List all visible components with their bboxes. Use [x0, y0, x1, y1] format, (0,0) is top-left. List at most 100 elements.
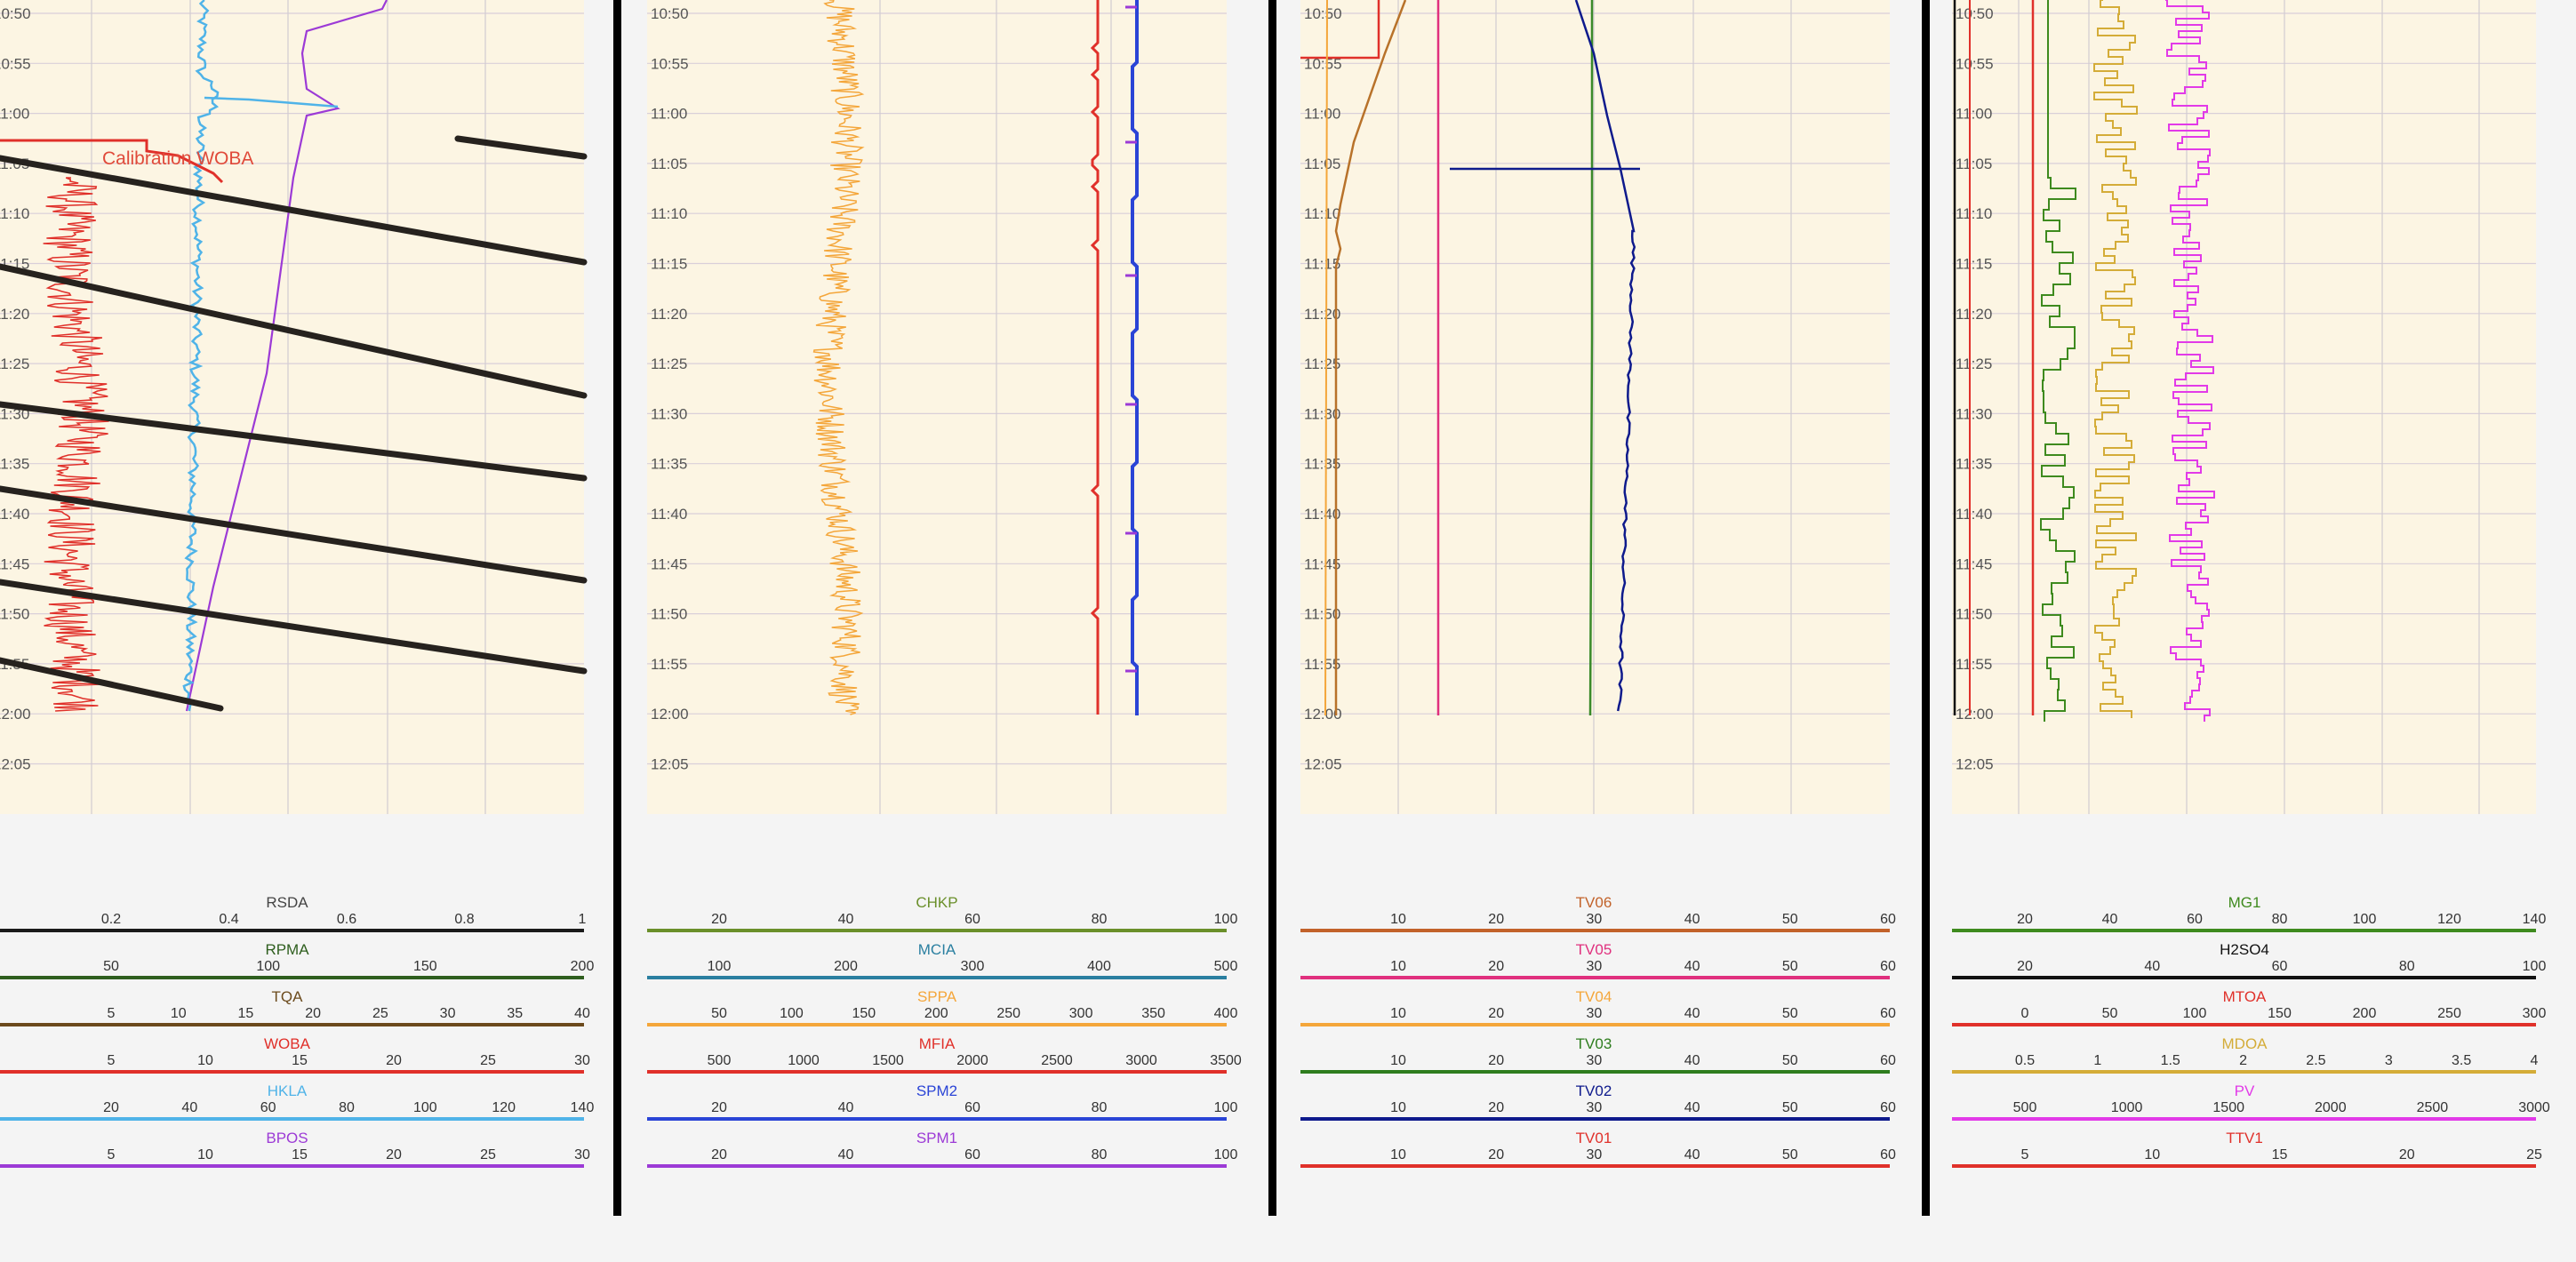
scale-name: HKLA	[268, 1082, 308, 1099]
time-tick-label: 11:05	[651, 156, 687, 172]
scale-tick-label: 60	[1880, 1147, 1896, 1162]
panel-divider-3[interactable]	[1922, 0, 1930, 1216]
scale-name: H2SO4	[2220, 941, 2269, 958]
scale-tick-label: 60	[1880, 1006, 1896, 1021]
scale-tick-label: 20	[2017, 959, 2033, 974]
time-tick-label: 11:25	[0, 355, 29, 372]
scale-tick-label: 50	[1782, 959, 1798, 974]
scale-tick-label: 30	[1587, 912, 1603, 927]
tv03-curve	[1588, 0, 1594, 716]
scale-spm1: SPM1 20 40 60 80 100	[647, 1130, 1237, 1168]
time-tick-label: 11:00	[0, 106, 29, 123]
time-tick-label: 11:30	[651, 405, 687, 422]
track-svg-2: 10:50 10:55 11:00 11:05 11:10 11:15 11:20 11:25…	[647, 0, 1227, 814]
scale-tick-label: 30	[1587, 959, 1603, 974]
rsda-segment	[0, 657, 224, 712]
scale-name: WOBA	[264, 1035, 311, 1052]
time-tick-label: 11:30	[1304, 405, 1340, 422]
scale-tick-label: 100	[2523, 959, 2547, 974]
scale-tick-label: 400	[1087, 959, 1111, 974]
scale-tick-label: 250	[996, 1006, 1020, 1021]
scale-tick-label: 80	[1092, 1147, 1108, 1162]
scale-tick-label: 25	[372, 1006, 388, 1021]
scale-tick-label: 15	[238, 1006, 254, 1021]
time-tick-label: 11:00	[1956, 106, 1992, 123]
scale-tick-label: 30	[574, 1053, 590, 1068]
scale-bpos: BPOS 5 10 15 20 25 30	[0, 1130, 590, 1168]
scale-tick-label: 15	[292, 1147, 308, 1162]
scale-tick-label: 50	[1782, 1147, 1798, 1162]
scale-tv03: TV03 10 20 30 40 50 60	[1300, 1035, 1896, 1074]
scale-tick-label: 200	[924, 1006, 948, 1021]
scale-tick-label: 25	[480, 1053, 496, 1068]
time-tick-label: 10:50	[1956, 5, 1994, 22]
scale-tv01: TV01 10 20 30 40 50 60	[1300, 1130, 1896, 1168]
time-tick-label: 11:20	[1956, 306, 1992, 323]
scale-tick-label: 1500	[2212, 1100, 2244, 1115]
rsda-segment	[0, 401, 588, 482]
scale-tick-label: 3000	[2518, 1100, 2550, 1115]
scale-tick-label: 10	[1390, 1147, 1406, 1162]
scale-tick-label: 40	[1684, 959, 1700, 974]
scale-name: MG1	[2228, 894, 2261, 911]
time-tick-label: 10:55	[1304, 55, 1342, 72]
rsda-segment	[0, 263, 588, 399]
scale-tick-label: 300	[1069, 1006, 1093, 1021]
time-tick-label: 12:00	[1304, 706, 1342, 723]
scale-tick-label: 100	[1214, 912, 1238, 927]
track-area-4[interactable]: 10:50 10:55 11:00 11:05 11:10 11:15 11:20 11:25…	[1952, 0, 2536, 814]
scale-tick-label: 500	[1214, 959, 1238, 974]
scale-name: RPMA	[265, 941, 309, 958]
track-area-3[interactable]: 10:50 10:55 11:00 11:05 11:10 11:15 11:20 11:25…	[1300, 0, 1890, 814]
scale-tick-label: 1	[2093, 1053, 2101, 1068]
scale-name: PV	[2235, 1082, 2255, 1099]
time-tick-label: 11:10	[0, 205, 29, 222]
scale-tick-label: 40	[1684, 912, 1700, 927]
track-area-2[interactable]: 10:50 10:55 11:00 11:05 11:10 11:15 11:20 11:25…	[647, 0, 1227, 814]
panel-divider-2[interactable]	[1268, 0, 1276, 1216]
scale-tick-label: 5	[108, 1053, 116, 1068]
scale-tick-label: 0	[2021, 1006, 2029, 1021]
scale-tick-label: 40	[1684, 1053, 1700, 1068]
time-tick-label: 12:05	[1304, 756, 1342, 773]
scale-tick-label: 40	[838, 1100, 854, 1115]
scale-name: TQA	[272, 988, 304, 1005]
time-tick-label: 12:00	[651, 706, 689, 723]
scale-tick-label: 150	[2268, 1006, 2292, 1021]
hkla-curve	[182, 0, 220, 712]
time-tick-label: 10:55	[1956, 55, 1994, 72]
scale-name: MDOA	[2222, 1035, 2268, 1052]
time-tick-label: 12:05	[0, 756, 31, 773]
scale-tick-label: 40	[838, 912, 854, 927]
scale-tick-label: 60	[1880, 1100, 1896, 1115]
scale-tick-label: 10	[2144, 1147, 2160, 1162]
scale-tick-label: 1500	[872, 1053, 904, 1068]
scale-tick-label: 40	[1684, 1006, 1700, 1021]
scale-tick-label: 300	[961, 959, 985, 974]
scale-tv05: TV05 10 20 30 40 50 60	[1300, 941, 1896, 979]
scale-tick-label: 25	[2526, 1147, 2542, 1162]
scale-tick-label: 60	[964, 912, 980, 927]
time-tick-label: 11:35	[651, 456, 687, 473]
scale-tick-label: 20	[103, 1100, 119, 1115]
scale-name: SPPA	[917, 988, 957, 1005]
scale-tick-label: 80	[2399, 959, 2415, 974]
scale-tick-label: 10	[171, 1006, 187, 1021]
scale-tick-label: 20	[711, 912, 727, 927]
time-tick-label: 10:55	[651, 55, 689, 72]
track-area-1[interactable]: 10:5010:5511:0011:0511:1011:1511:2011:25…	[0, 0, 588, 814]
bpos-curve	[185, 0, 388, 712]
scale-tick-label: 3	[2385, 1053, 2393, 1068]
sppa-curve	[812, 0, 865, 715]
time-tick-label: 11:45	[651, 555, 687, 572]
scale-tick-label: 100	[2353, 912, 2377, 927]
scale-axes-svg-3: TV06 10 20 30 40 50 60 TV05 10 20 30 40 50 60 TV04 10 20…	[1300, 894, 1896, 1168]
scale-woba: WOBA 5 10 15 20 25 30	[0, 1035, 590, 1074]
panel-divider-1[interactable]	[613, 0, 621, 1216]
time-tick-label: 12:00	[1956, 706, 1994, 723]
tv02-curve	[1574, 0, 1636, 712]
pv-curve	[2165, 0, 2215, 722]
scale-tick-label: 120	[492, 1100, 516, 1115]
scale-tick-label: 20	[711, 1100, 727, 1115]
scale-tick-label: 400	[1214, 1006, 1238, 1021]
